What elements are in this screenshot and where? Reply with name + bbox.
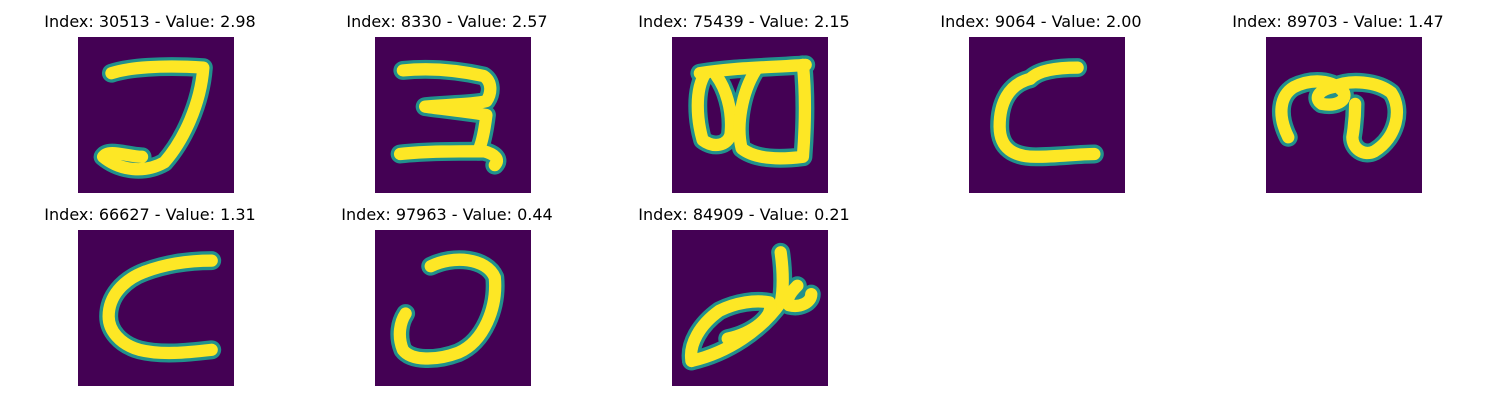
panel-title: Index: 97963 - Value: 0.44 xyxy=(341,205,553,224)
panel-title: Index: 9064 - Value: 2.00 xyxy=(940,12,1142,31)
panel-title: Index: 66627 - Value: 1.31 xyxy=(44,205,256,224)
glyph-image xyxy=(672,230,828,386)
glyph-image xyxy=(375,230,531,386)
glyph-image xyxy=(672,37,828,193)
glyph-image xyxy=(1266,37,1422,193)
image-panel: Index: 9064 - Value: 2.00 xyxy=(891,12,1191,202)
glyph-image xyxy=(969,37,1125,193)
glyph-image xyxy=(78,37,234,193)
image-panel: Index: 8330 - Value: 2.57 xyxy=(297,12,597,202)
panel-title: Index: 30513 - Value: 2.98 xyxy=(44,12,256,31)
image-panel: Index: 75439 - Value: 2.15 xyxy=(594,12,894,202)
panel-title: Index: 8330 - Value: 2.57 xyxy=(346,12,548,31)
panel-title: Index: 75439 - Value: 2.15 xyxy=(638,12,850,31)
glyph-image xyxy=(375,37,531,193)
image-panel: Index: 84909 - Value: 0.21 xyxy=(594,205,894,395)
image-panel: Index: 89703 - Value: 1.47 xyxy=(1188,12,1488,202)
panel-title: Index: 89703 - Value: 1.47 xyxy=(1232,12,1444,31)
glyph-image xyxy=(78,230,234,386)
panel-title: Index: 84909 - Value: 0.21 xyxy=(638,205,850,224)
image-panel: Index: 97963 - Value: 0.44 xyxy=(297,205,597,395)
image-panel: Index: 66627 - Value: 1.31 xyxy=(0,205,300,395)
image-panel: Index: 30513 - Value: 2.98 xyxy=(0,12,300,202)
